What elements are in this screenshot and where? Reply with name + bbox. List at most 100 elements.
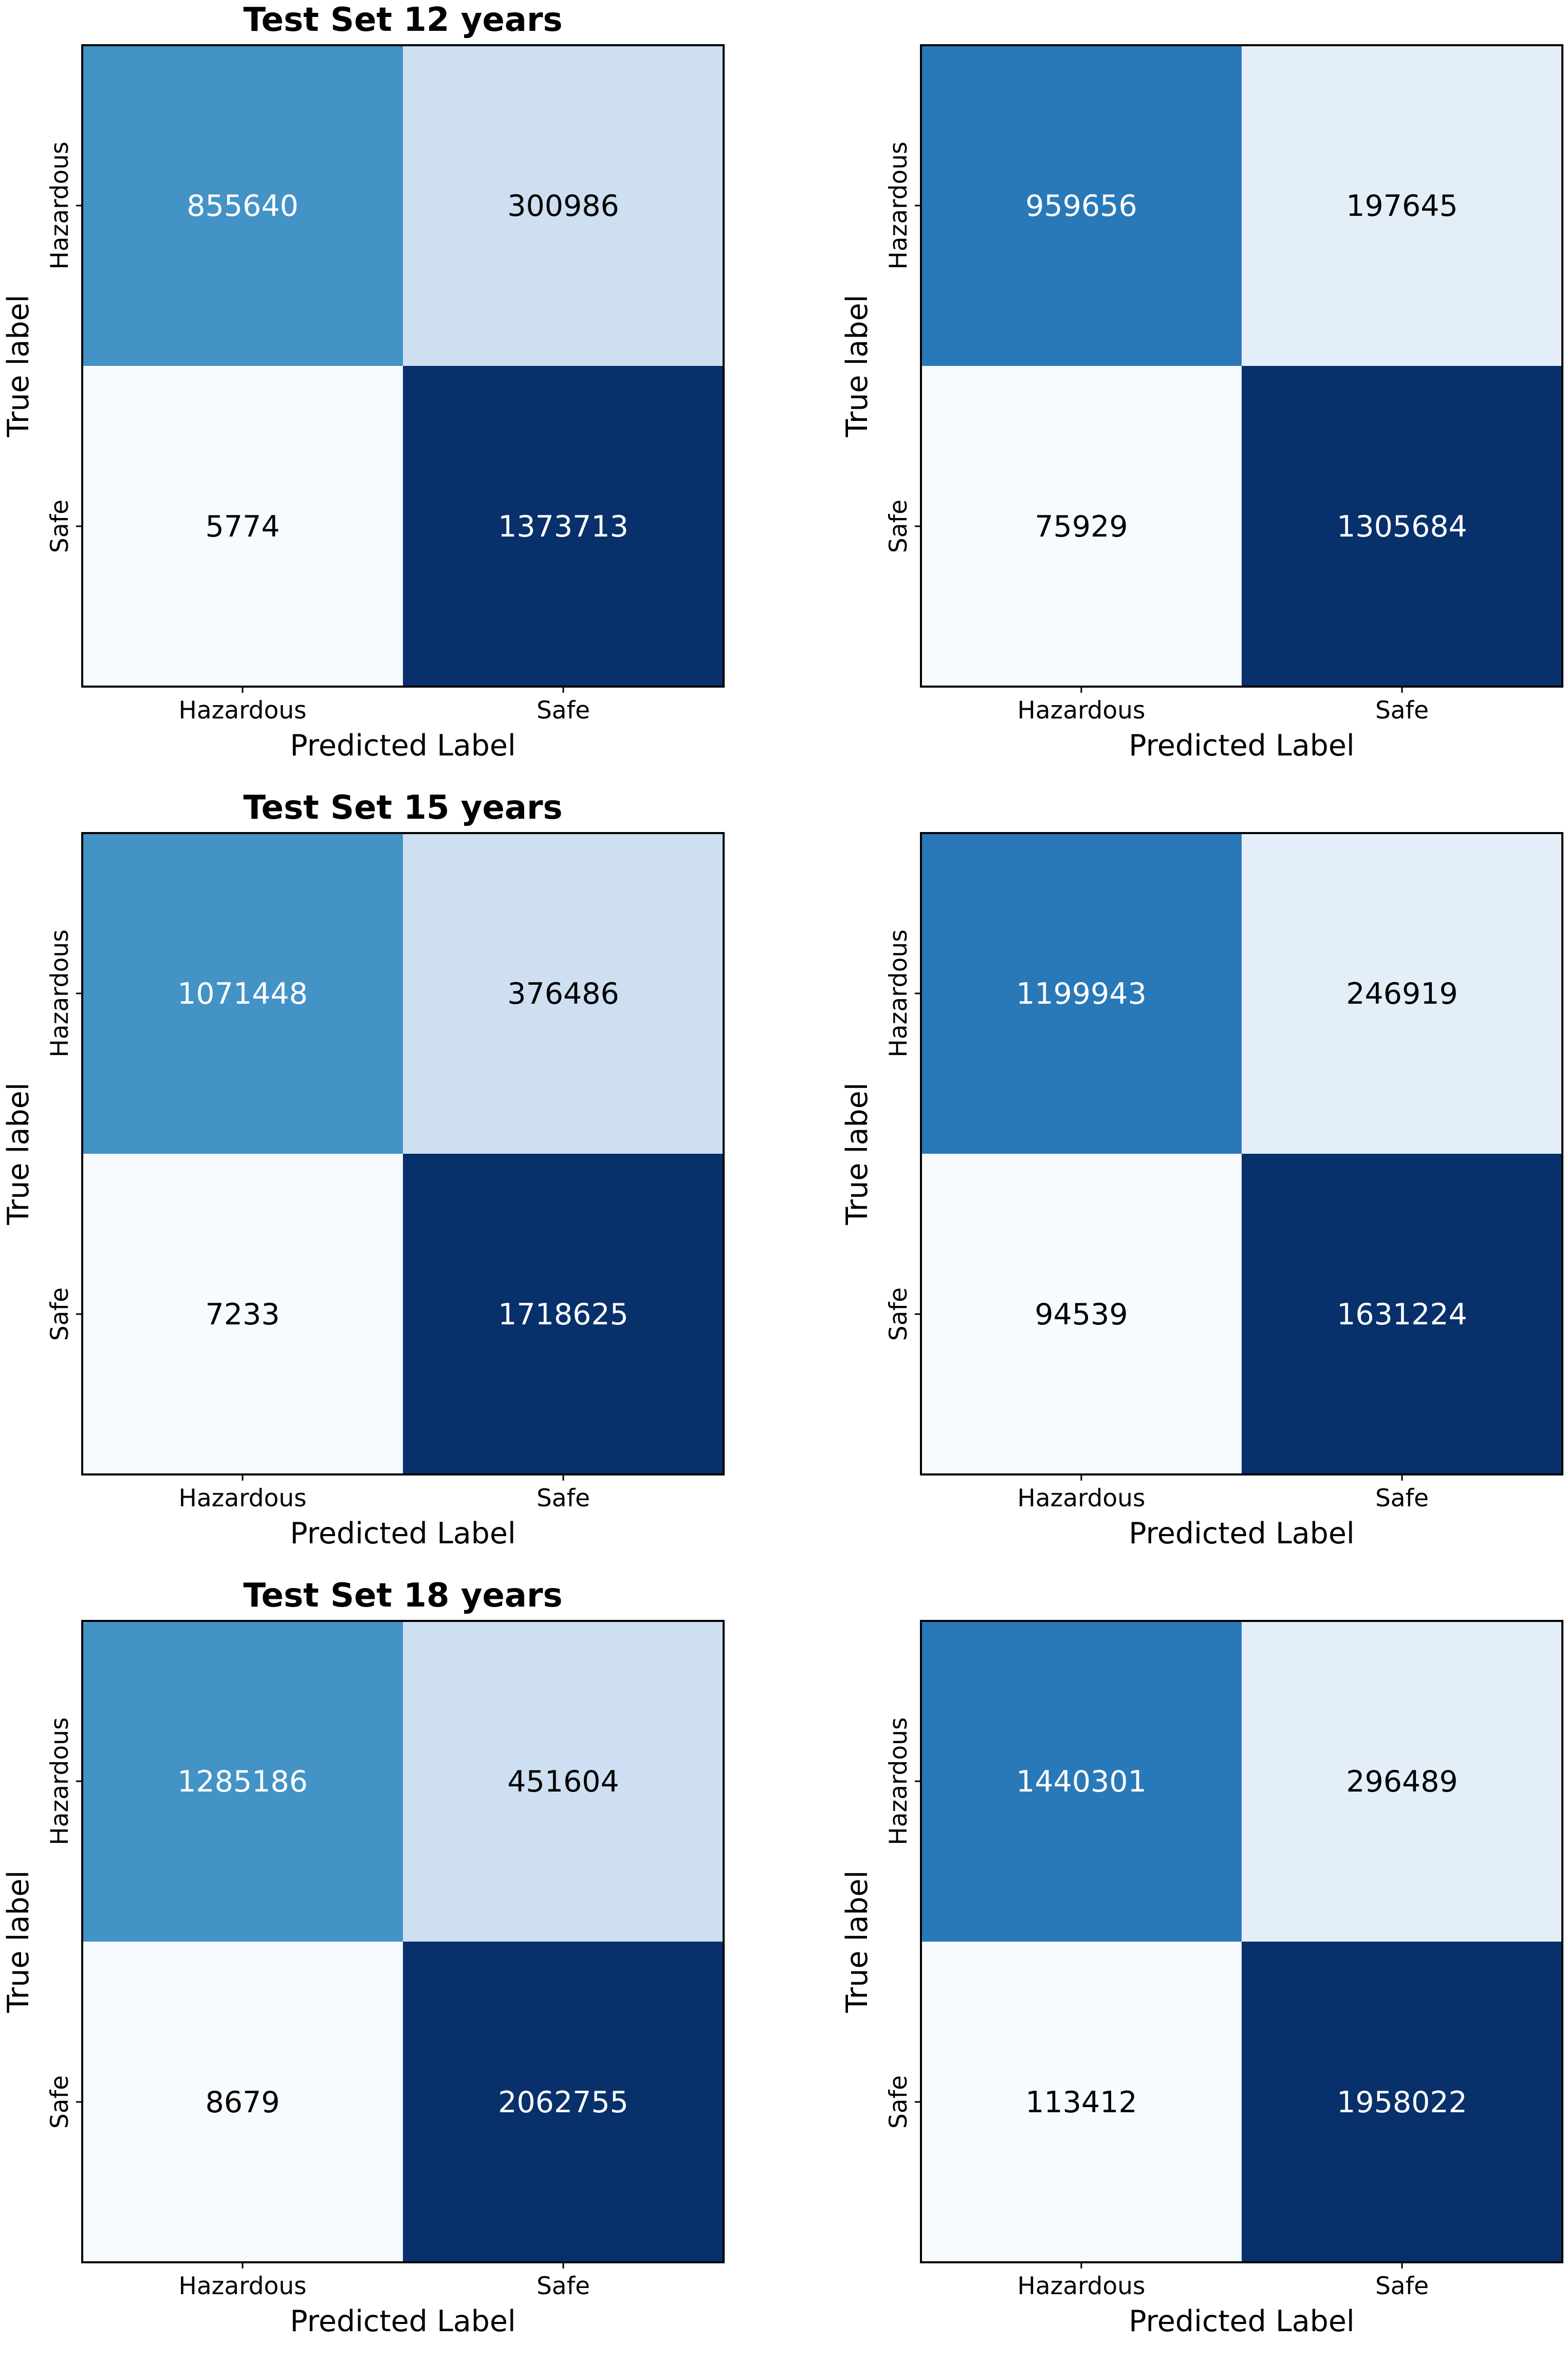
matrix-cell (921, 833, 1242, 1154)
cell-value-label: 246919 (1346, 977, 1458, 1011)
plot-frame (81, 44, 725, 688)
matrix-cell (403, 833, 724, 1154)
cell-value-label: 1285186 (177, 1765, 308, 1799)
cell-value-label: 7233 (205, 1298, 280, 1332)
cell-value-label: 1305684 (1337, 510, 1467, 544)
cell-value-label: 75929 (1035, 510, 1128, 544)
matrix-cell (403, 366, 724, 687)
x-axis-label: Predicted Label (290, 2304, 515, 2338)
y-tick-label: Hazardous (884, 142, 913, 270)
x-axis-label: Predicted Label (1129, 2304, 1354, 2338)
confusion-matrix-panel: 1199943 246919 94539 1631224 Hazardous Safe Ha… (839, 788, 1568, 1574)
y-axis-label: True label (2, 294, 35, 437)
x-tick-label: Hazardous (1018, 696, 1146, 725)
matrix-cell (921, 366, 1242, 687)
matrix-cell (403, 1621, 724, 1942)
cell-value-label: 1199943 (1016, 977, 1147, 1011)
x-tick-label: Safe (1375, 696, 1429, 725)
matrix-cell (403, 1154, 724, 1474)
cell-value-label: 8679 (205, 2086, 280, 2119)
x-tick-label: Hazardous (179, 2272, 307, 2300)
cell-value-label: 2062755 (498, 2086, 629, 2119)
plot-frame (81, 832, 725, 1475)
x-tick-label: Hazardous (1018, 2272, 1146, 2300)
cell-value-label: 1440301 (1016, 1765, 1147, 1799)
x-axis-label: Predicted Label (290, 729, 515, 763)
y-tick-label: Safe (884, 2075, 913, 2129)
y-axis-label: True label (840, 1870, 874, 2013)
confusion-matrix-svg: 1199943 246919 94539 1631224 Hazardous Safe Ha… (840, 832, 1563, 1551)
confusion-matrix-panel: 1440301 296489 113412 1958022 Hazardous Safe H… (839, 1576, 1568, 2362)
cell-value-label: 1373713 (498, 510, 629, 544)
y-tick-label: Safe (46, 500, 74, 553)
matrix-cell (82, 366, 403, 687)
plot-frame (81, 1620, 725, 2263)
plot-frame (920, 44, 1563, 688)
y-tick-label: Safe (884, 1287, 913, 1341)
x-tick-label: Safe (1375, 1484, 1429, 1512)
confusion-matrix-panel: 855640 300986 5774 1373713 Hazardous Safe Haza… (0, 0, 740, 786)
cell-value-label: 1718625 (498, 1298, 629, 1332)
x-axis-label: Predicted Label (1129, 1517, 1354, 1551)
y-axis-label: True label (2, 1082, 35, 1225)
matrix-cell (403, 45, 724, 366)
matrix-cell (921, 45, 1242, 366)
matrix-cell (403, 1942, 724, 2262)
cell-value-label: 296489 (1346, 1765, 1458, 1799)
y-axis-label: True label (840, 294, 874, 437)
cell-value-label: 1958022 (1337, 2086, 1467, 2119)
x-tick-label: Hazardous (179, 696, 307, 725)
cell-value-label: 855640 (187, 189, 299, 223)
confusion-matrix-panel: 959656 197645 75929 1305684 Hazardous Safe Haz… (839, 0, 1568, 786)
y-tick-label: Safe (46, 2075, 74, 2129)
cell-value-label: 113412 (1025, 2086, 1137, 2119)
cell-value-label: 1071448 (177, 977, 308, 1011)
matrix-cell (1242, 1154, 1562, 1474)
matrix-cell (1242, 833, 1562, 1154)
chart-title: Test Set 12 years (243, 1, 562, 39)
matrix-cell (1242, 45, 1562, 366)
matrix-cell (1242, 366, 1562, 687)
cell-value-label: 5774 (205, 510, 280, 544)
x-tick-label: Hazardous (1018, 1484, 1146, 1512)
x-tick-label: Safe (537, 2272, 590, 2300)
matrix-cell (921, 1154, 1242, 1474)
matrix-cell (82, 1154, 403, 1474)
y-tick-label: Hazardous (884, 930, 913, 1058)
matrix-cell (921, 1942, 1242, 2262)
y-tick-label: Hazardous (884, 1718, 913, 1846)
y-tick-label: Hazardous (46, 1718, 74, 1846)
x-tick-label: Hazardous (179, 1484, 307, 1512)
y-tick-label: Hazardous (46, 930, 74, 1058)
matrix-cell (82, 1942, 403, 2262)
x-axis-label: Predicted Label (1129, 729, 1354, 763)
cell-value-label: 197645 (1346, 189, 1458, 223)
confusion-matrix-svg: 1071448 376486 7233 1718625 Hazardous Safe Haz… (2, 789, 725, 1551)
chart-title: Test Set 15 years (243, 789, 562, 827)
y-tick-label: Safe (46, 1287, 74, 1341)
y-tick-label: Safe (884, 500, 913, 553)
confusion-matrix-svg: 1440301 296489 113412 1958022 Hazardous Safe H… (840, 1620, 1563, 2338)
confusion-matrix-svg: 959656 197645 75929 1305684 Hazardous Safe Haz… (840, 44, 1563, 763)
cell-value-label: 959656 (1025, 189, 1137, 223)
matrix-cell (1242, 1621, 1562, 1942)
x-tick-label: Safe (1375, 2272, 1429, 2300)
cell-value-label: 94539 (1035, 1298, 1128, 1332)
x-tick-label: Safe (537, 1484, 590, 1512)
x-axis-label: Predicted Label (290, 1517, 515, 1551)
cell-value-label: 300986 (507, 189, 619, 223)
confusion-matrix-panel: 1071448 376486 7233 1718625 Hazardous Safe Haz… (0, 788, 740, 1574)
y-tick-label: Hazardous (46, 142, 74, 270)
cell-value-label: 376486 (507, 977, 619, 1011)
plot-frame (920, 1620, 1563, 2263)
x-tick-label: Safe (537, 696, 590, 725)
plot-frame (920, 832, 1563, 1475)
chart-title: Test Set 18 years (243, 1577, 562, 1615)
cell-value-label: 1631224 (1337, 1298, 1467, 1332)
confusion-matrix-panel: 1285186 451604 8679 2062755 Hazardous Safe Haz… (0, 1576, 740, 2362)
matrix-cell (921, 1621, 1242, 1942)
matrix-cell (1242, 1942, 1562, 2262)
matrix-cell (82, 833, 403, 1154)
cell-value-label: 451604 (507, 1765, 619, 1799)
